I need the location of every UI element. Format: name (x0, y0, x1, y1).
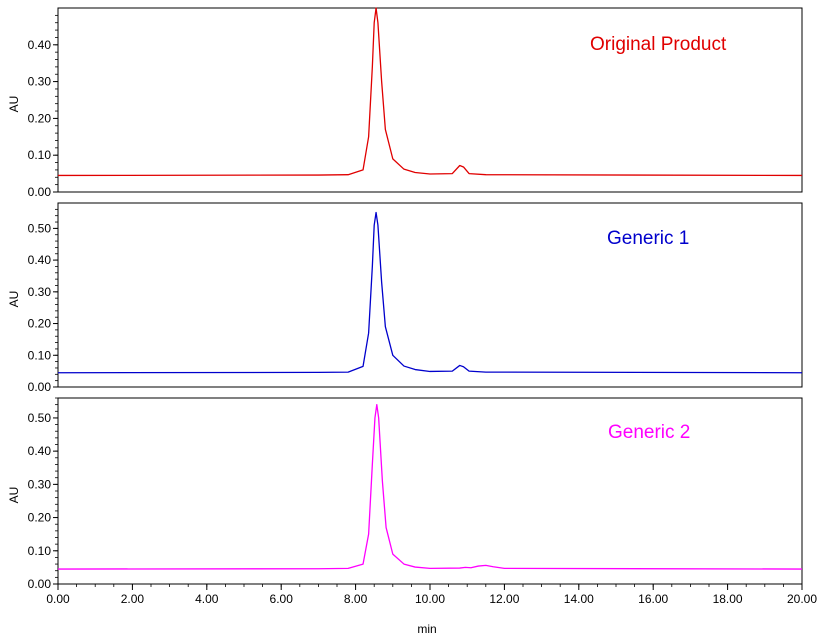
x-tick-label: 2.00 (121, 592, 145, 606)
y-tick-label: 0.20 (28, 317, 52, 331)
y-tick-label: 0.00 (28, 380, 52, 394)
x-tick-label: 18.00 (713, 592, 743, 606)
plot-frame-3 (57, 397, 803, 585)
x-tick-label: 8.00 (344, 592, 368, 606)
trace-original-product (57, 7, 803, 177)
y-tick-label: 0.50 (28, 221, 52, 235)
y-axis-title: AU (7, 96, 21, 113)
y-tick-label: 0.40 (28, 38, 52, 52)
trace-generic-2 (57, 403, 803, 570)
x-tick-label: 16.00 (638, 592, 668, 606)
x-tick-label: 4.00 (195, 592, 219, 606)
y-axis-title: AU (7, 487, 21, 504)
y-tick-label: 0.10 (28, 148, 52, 162)
x-tick-label: 0.00 (46, 592, 70, 606)
y-tick-label: 0.10 (28, 348, 52, 362)
y-tick-label: 0.30 (28, 285, 52, 299)
panel-label: Generic 1 (607, 228, 689, 249)
y-tick-label: 0.20 (28, 511, 52, 525)
y-tick-label: 0.40 (28, 253, 52, 267)
x-tick-label: 6.00 (270, 592, 294, 606)
trace-generic-1 (57, 211, 803, 374)
y-tick-label: 0.10 (28, 544, 52, 558)
plot-frame-2 (57, 202, 803, 388)
y-tick-label: 0.00 (28, 185, 52, 199)
y-tick-label: 0.30 (28, 75, 52, 89)
plot-frame-1 (57, 7, 803, 193)
y-tick-label: 0.20 (28, 111, 52, 125)
panel-label: Original Product (590, 34, 727, 55)
panel-label: Generic 2 (608, 422, 690, 443)
y-axis-title: AU (7, 291, 21, 308)
y-tick-label: 0.30 (28, 477, 52, 491)
x-tick-label: 10.00 (415, 592, 445, 606)
x-tick-label: 20.00 (787, 592, 817, 606)
y-tick-label: 0.00 (28, 577, 52, 591)
x-axis-title: min (417, 622, 436, 636)
y-tick-label: 0.40 (28, 444, 52, 458)
y-tick-label: 0.50 (28, 411, 52, 425)
x-tick-label: 14.00 (564, 592, 594, 606)
x-tick-label: 12.00 (489, 592, 519, 606)
